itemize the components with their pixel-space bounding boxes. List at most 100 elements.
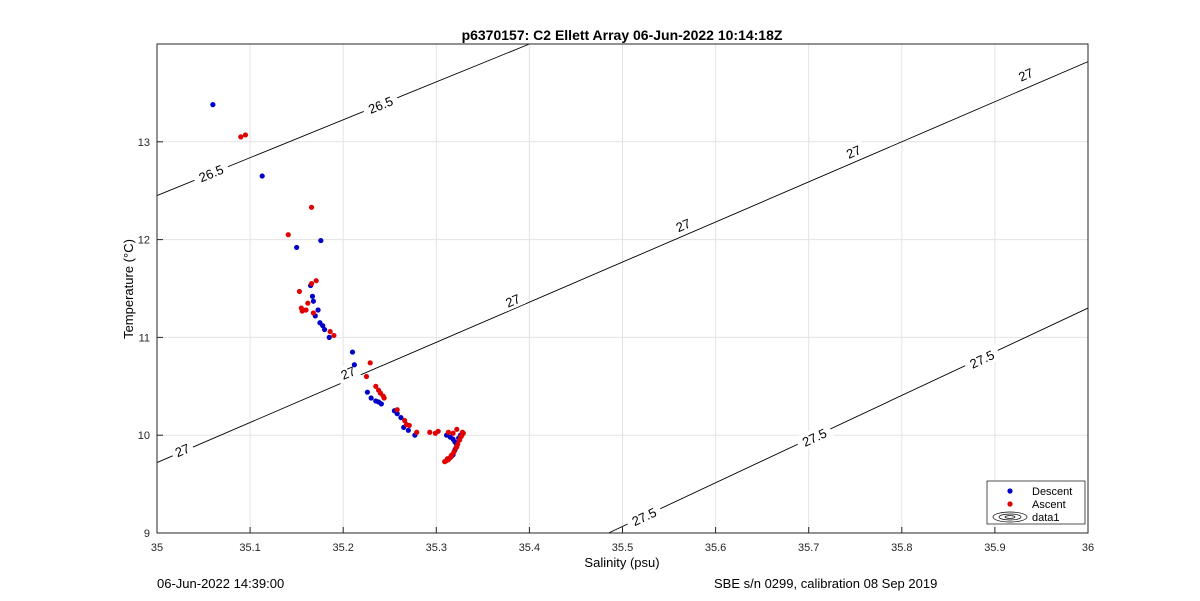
x-axis-label: Salinity (psu): [584, 555, 659, 570]
descent-point: [326, 334, 332, 340]
x-tick-label: 35.2: [332, 542, 353, 554]
descent-point: [309, 293, 316, 299]
ascent-point: [460, 430, 466, 436]
ascent-point: [402, 417, 408, 424]
contour-label-gap: [360, 90, 401, 119]
x-tick-label: 35.1: [239, 542, 260, 554]
contour-label-gap: [962, 344, 1002, 374]
x-tick-label: 35.4: [519, 542, 540, 554]
ascent-point: [457, 434, 464, 440]
x-tick-label: 35.7: [798, 542, 819, 554]
x-tick-label: 35.8: [891, 542, 912, 554]
footer-timestamp: 06-Jun-2022 14:39:00: [157, 576, 285, 591]
legend: Descent Ascent data1: [986, 480, 1086, 525]
ascent-point: [296, 288, 303, 295]
ascent-point: [448, 453, 454, 459]
contour-label: 27: [173, 441, 192, 460]
descent-point: [315, 307, 321, 313]
descent-point: [378, 401, 384, 407]
contour-label: 27: [338, 363, 357, 382]
ascent-point: [310, 310, 317, 316]
contour-label-group: 27: [669, 213, 697, 237]
y-tick-label: 13: [138, 137, 150, 149]
x-tick-label: 35.6: [705, 542, 726, 554]
ascent-point: [238, 134, 244, 140]
ascent-point: [327, 328, 333, 335]
contour-label-group: 27: [840, 139, 867, 164]
descent-point: [351, 362, 357, 368]
descent-point: [394, 411, 400, 417]
y-tick-label: 12: [138, 235, 150, 247]
x-tick-label: 35.5: [612, 542, 633, 554]
ascent-point: [373, 383, 379, 389]
ascent-point: [303, 307, 309, 313]
legend-descent-marker: [1007, 488, 1013, 494]
chart-title: p6370157: C2 Ellett Array 06-Jun-2022 10…: [462, 27, 783, 43]
ascent-point: [454, 426, 460, 432]
legend-box: [986, 480, 1086, 525]
ascent-point: [363, 373, 370, 380]
ascent-point: [242, 132, 249, 138]
descent-point: [318, 237, 324, 244]
contour-label: 27: [1016, 65, 1035, 84]
y-tick-label: 10: [138, 430, 150, 442]
legend-descent-label: Descent: [1032, 486, 1072, 498]
ascent-point: [450, 430, 456, 436]
contour-label-gap: [191, 158, 231, 188]
legend-contour-icon: [992, 511, 1028, 523]
ascent-point: [313, 278, 319, 284]
descent-point: [349, 349, 356, 355]
descent-point: [398, 414, 404, 421]
descent-point: [405, 427, 411, 433]
descent-point: [294, 244, 300, 251]
descent-point: [368, 395, 374, 401]
descent-point: [310, 298, 317, 304]
ascent-point: [444, 456, 451, 462]
contour-label-gap: [1012, 62, 1039, 87]
x-tick-label: 35: [151, 542, 163, 554]
ascent-point: [305, 300, 311, 306]
x-tick-label: 35.9: [984, 542, 1005, 554]
contour-label-gap: [794, 422, 834, 453]
ascent-point: [381, 395, 387, 401]
ascent-point: [445, 429, 452, 435]
ascent-point: [454, 444, 460, 450]
legend-data1-label: data1: [1032, 512, 1060, 524]
descent-point: [364, 389, 371, 395]
ascent-point: [414, 429, 420, 435]
ascent-point: [285, 232, 291, 238]
contour-label: 27: [503, 291, 522, 310]
x-tick-label: 36: [1082, 542, 1094, 554]
contour-label-gap: [840, 139, 867, 164]
contour-line-27.5: [608, 307, 1089, 534]
axis-ticks: 35 35.1 35.2 35.3 35.4 35.5 35.6 35.7 35.8 35.9 36…: [138, 137, 1094, 554]
descent-point: [259, 173, 265, 179]
contour-line-27: [156, 61, 1089, 463]
data-points: [210, 102, 466, 465]
legend-ascent-label: Ascent: [1032, 499, 1066, 511]
contour-label-gap: [624, 501, 664, 532]
y-axis-label: Temperature (°C): [121, 239, 136, 339]
contour-label-gap: [499, 288, 526, 312]
contour-label-group: 27: [1012, 62, 1039, 87]
y-tick-label: 11: [139, 332, 150, 344]
ascent-point: [435, 428, 441, 434]
ascent-point: [394, 407, 400, 413]
contour-label-group: 27: [168, 438, 196, 462]
descent-point: [320, 323, 326, 329]
ascent-point: [308, 204, 315, 210]
legend-ascent-marker: [1007, 501, 1013, 507]
ascent-point: [367, 360, 373, 366]
contour-label: 27: [674, 216, 693, 235]
x-tick-label: 35.3: [426, 542, 447, 554]
y-tick-label: 9: [144, 528, 150, 540]
contour-label-gap: [168, 438, 196, 462]
contour-label-gap: [669, 213, 697, 237]
descent-point: [210, 102, 216, 108]
ascent-point: [331, 332, 337, 339]
ascent-point: [427, 429, 433, 435]
ascent-point: [406, 422, 412, 429]
descent-point: [321, 326, 328, 333]
ascent-point: [308, 281, 315, 287]
